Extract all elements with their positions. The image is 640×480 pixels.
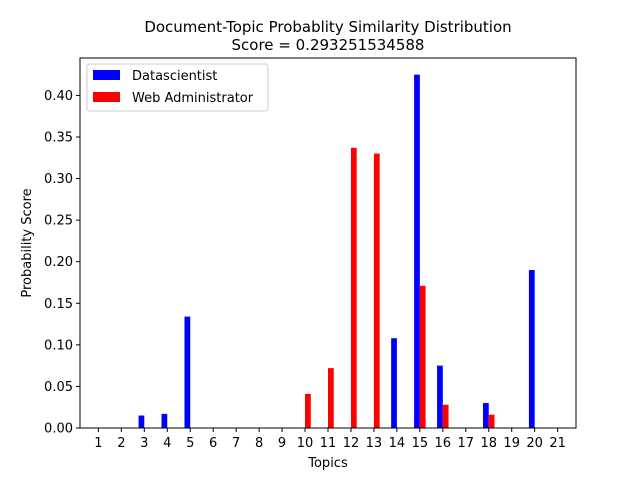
x-tick-label: 11 xyxy=(320,436,337,451)
y-tick-label: 0.35 xyxy=(44,130,73,145)
legend: Datascientist Web Administrator xyxy=(86,63,269,112)
bar-web-administrator-topic-15 xyxy=(419,285,426,428)
x-tick-label: 19 xyxy=(503,436,520,451)
x-tick-label: 9 xyxy=(278,436,286,451)
bar-datascientist-topic-20 xyxy=(528,270,535,428)
x-tick-label: 21 xyxy=(549,436,566,451)
bar-datascientist-topic-18 xyxy=(483,403,489,428)
bar-web-administrator-topic-11 xyxy=(328,368,334,428)
x-tick-label: 5 xyxy=(186,436,194,451)
y-axis: 0.00 0.05 0.10 0.15 0.20 0.25 0.30 0.35 0.40 xyxy=(44,89,80,437)
bar-datascientist-topic-15 xyxy=(414,74,420,428)
bar-web-administrator-topic-18 xyxy=(488,414,495,428)
bar-web-administrator-topic-12 xyxy=(350,147,357,428)
x-tick-label: 13 xyxy=(366,436,383,451)
bar-datascientist-topic-3 xyxy=(138,415,145,428)
x-tick-label: 10 xyxy=(297,436,314,451)
chart-title: Document-Topic Probablity Similarity Dis… xyxy=(144,18,511,36)
bar-web-administrator-topic-13 xyxy=(373,153,380,428)
chart-subtitle: Score = 0.293251534588 xyxy=(232,36,425,54)
y-tick-label: 0.10 xyxy=(44,338,73,353)
x-tick-label: 7 xyxy=(232,436,240,451)
x-tick-label: 20 xyxy=(526,436,543,451)
x-tick-label: 2 xyxy=(117,436,125,451)
bar-web-administrator-topic-16 xyxy=(442,404,449,428)
x-tick-label: 17 xyxy=(458,436,475,451)
x-tick-label: 8 xyxy=(255,436,263,451)
x-tick-label: 12 xyxy=(343,436,360,451)
x-tick-label: 15 xyxy=(412,436,429,451)
x-tick-label: 14 xyxy=(389,436,406,451)
legend-label-datascientist: Datascientist xyxy=(132,69,217,84)
legend-label-web-administrator: Web Administrator xyxy=(132,91,254,106)
x-axis: 1 2 3 4 5 6 7 8 9 10 11 12 13 14 15 16 17 18 19 20 21 xyxy=(94,428,566,451)
x-tick-label: 3 xyxy=(140,436,148,451)
y-tick-label: 0.20 xyxy=(44,255,73,270)
y-tick-label: 0.15 xyxy=(44,297,73,312)
y-tick-label: 0.40 xyxy=(44,89,73,104)
y-axis-label: Probability Score xyxy=(20,188,35,297)
x-tick-label: 4 xyxy=(163,436,171,451)
y-tick-label: 0.25 xyxy=(44,214,73,229)
y-tick-label: 0.00 xyxy=(44,422,73,437)
x-tick-label: 1 xyxy=(94,436,102,451)
x-axis-label: Topics xyxy=(307,456,348,471)
y-tick-label: 0.30 xyxy=(44,172,73,187)
x-tick-label: 16 xyxy=(435,436,452,451)
legend-swatch-web-administrator xyxy=(93,92,120,102)
x-tick-label: 18 xyxy=(480,436,497,451)
x-tick-label: 6 xyxy=(209,436,217,451)
plot-area xyxy=(138,74,535,428)
bar-datascientist-topic-14 xyxy=(391,338,397,428)
bar-web-administrator-topic-10 xyxy=(305,393,311,428)
y-tick-label: 0.05 xyxy=(44,380,73,395)
legend-swatch-datascientist xyxy=(93,70,120,80)
bar-datascientist-topic-4 xyxy=(161,413,168,428)
bar-datascientist-topic-5 xyxy=(184,316,191,428)
legend-frame xyxy=(86,63,269,112)
bar-datascientist-topic-16 xyxy=(437,365,443,428)
